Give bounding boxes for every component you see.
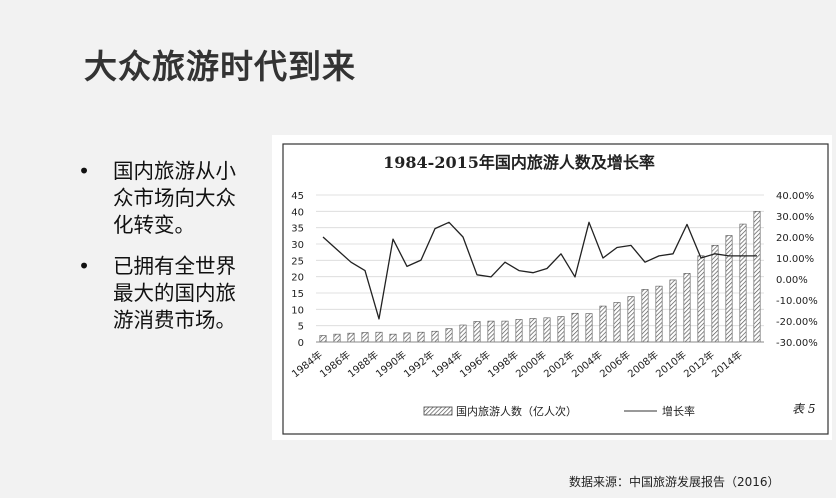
bar <box>319 335 327 343</box>
bar <box>333 333 341 343</box>
bar <box>571 312 579 343</box>
x-tick-label: 2008年 <box>625 348 661 380</box>
bar <box>655 285 663 343</box>
bar <box>711 245 719 343</box>
line-series <box>322 221 757 320</box>
bar <box>375 331 383 343</box>
legend-line-label: 增长率 <box>662 404 695 418</box>
bar <box>361 332 369 343</box>
y-left-tick-label: 25 <box>291 256 304 267</box>
bar <box>697 255 705 343</box>
x-tick-label: 1990年 <box>373 348 409 380</box>
x-tick-label: 1984年 <box>289 348 325 380</box>
bullet-item: • 国内旅游从小众市场向大众化转变。 <box>78 158 253 239</box>
chart-legend: 国内旅游人数（亿人次） 增长率 <box>423 404 695 418</box>
bar <box>599 305 607 343</box>
bar <box>515 319 523 343</box>
bar <box>669 279 677 343</box>
bar <box>739 223 747 343</box>
x-tick-label: 1998年 <box>485 348 521 380</box>
bar <box>725 235 733 343</box>
y-left-tick-label: 0 <box>298 338 304 349</box>
legend-bar-label: 国内旅游人数（亿人次） <box>456 404 577 418</box>
bar <box>389 333 397 343</box>
chart-svg: 1984-2015年国内旅游人数及增长率 0 5 10 15 20 25 30 35 40 45 -… <box>282 143 829 435</box>
y-right-tick-label: 30.00% <box>776 212 814 223</box>
bar <box>473 321 481 343</box>
chart-title: 1984-2015年国内旅游人数及增长率 <box>383 153 655 172</box>
x-tick-label: 2002年 <box>541 348 577 380</box>
x-tick-label: 1994年 <box>429 348 465 380</box>
bar <box>445 328 453 343</box>
bar <box>585 313 593 343</box>
growth-line <box>322 221 757 320</box>
x-tick-label: 1996年 <box>457 348 493 380</box>
x-tick-label: 2014年 <box>709 348 745 380</box>
y-left-tick-label: 40 <box>291 207 304 218</box>
bar <box>753 211 761 343</box>
x-tick-label: 1988年 <box>345 348 381 380</box>
y-left-tick-label: 20 <box>291 273 304 284</box>
bar <box>627 296 635 343</box>
bullet-list: • 国内旅游从小众市场向大众化转变。 • 已拥有全世界最大的国内旅游消费市场。 <box>78 158 253 348</box>
bar <box>683 273 691 343</box>
bar <box>487 320 495 343</box>
y-right-tick-label: -30.00% <box>776 338 818 349</box>
bullet-dot: • <box>78 159 91 183</box>
x-tick-label: 2006年 <box>597 348 633 380</box>
chart-note: 表 5 <box>792 402 815 416</box>
grid-lines <box>316 194 764 343</box>
x-tick-label: 2004年 <box>569 348 605 380</box>
bullet-text: 国内旅游从小众市场向大众化转变。 <box>113 159 236 237</box>
x-tick-label: 2010年 <box>653 348 689 380</box>
bullet-dot: • <box>78 254 91 278</box>
bar <box>431 330 439 343</box>
bullet-text: 已拥有全世界最大的国内旅游消费市场。 <box>113 254 236 332</box>
bar <box>557 316 565 343</box>
y-left-tick-label: 15 <box>291 289 304 300</box>
bar <box>529 318 537 343</box>
x-tick-label: 2012年 <box>681 348 717 380</box>
axes: 0 5 10 15 20 25 30 35 40 45 -30.00% -20.00% -10.00% 0… <box>289 191 818 380</box>
bar <box>641 289 649 343</box>
y-left-tick-label: 30 <box>291 240 304 251</box>
x-tick-label: 2000年 <box>513 348 549 380</box>
chart-frame <box>282 143 829 435</box>
bar <box>459 324 467 343</box>
legend-bar-swatch <box>423 406 453 416</box>
y-right-tick-label: 40.00% <box>776 191 814 202</box>
y-left-tick-label: 35 <box>291 224 304 235</box>
bar <box>613 302 621 343</box>
bar <box>501 320 509 343</box>
bar <box>417 331 425 343</box>
y-right-tick-label: 20.00% <box>776 233 814 244</box>
x-tick-label: 1986年 <box>317 348 353 380</box>
source-note: 数据来源：中国旅游发展报告（2016） <box>569 475 780 489</box>
y-right-tick-label: 0.00% <box>776 275 808 286</box>
y-left-tick-label: 45 <box>291 191 304 202</box>
bar <box>543 317 551 343</box>
y-right-tick-label: 10.00% <box>776 254 814 265</box>
y-left-tick-label: 5 <box>298 322 304 333</box>
bar <box>347 332 355 343</box>
y-right-tick-label: -10.00% <box>776 296 818 307</box>
x-tick-label: 1992年 <box>401 348 437 380</box>
bar <box>403 332 411 343</box>
y-left-tick-label: 10 <box>291 305 304 316</box>
chart-panel: 1984-2015年国内旅游人数及增长率 0 5 10 15 20 25 30 35 40 45 -… <box>272 135 832 440</box>
y-right-tick-label: -20.00% <box>776 317 818 328</box>
slide-title: 大众旅游时代到来 <box>84 47 356 86</box>
bullet-item: • 已拥有全世界最大的国内旅游消费市场。 <box>78 253 253 334</box>
